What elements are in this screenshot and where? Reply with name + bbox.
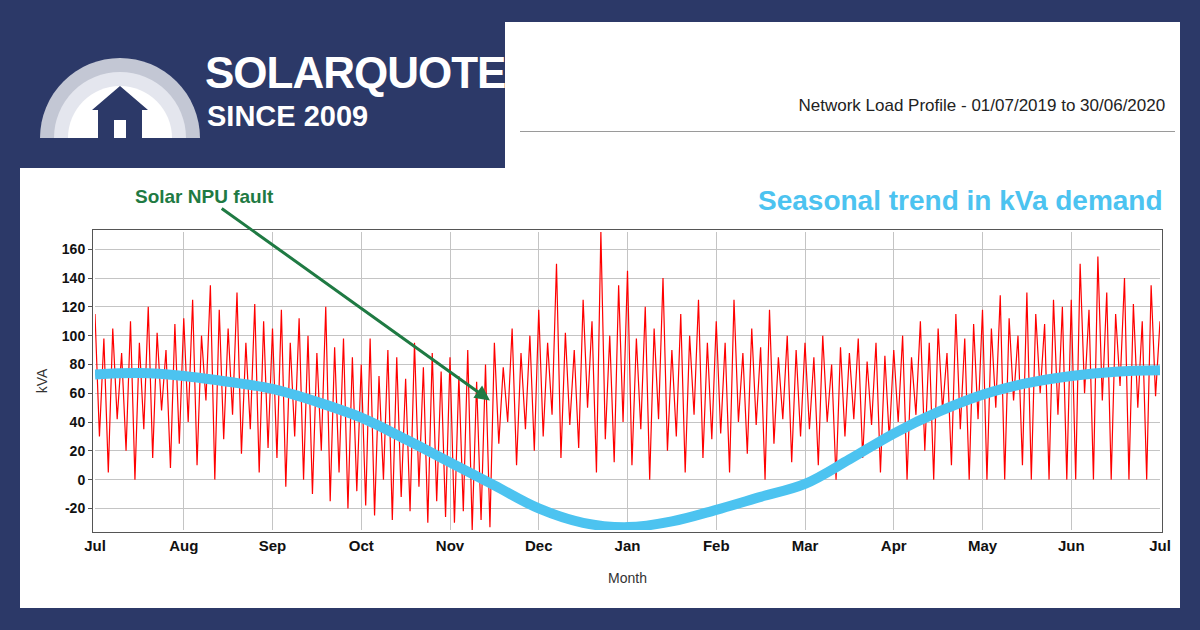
svg-text:140: 140 — [62, 270, 86, 286]
svg-text:40: 40 — [70, 414, 86, 430]
svg-text:Jul: Jul — [1149, 537, 1171, 554]
svg-text:Mar: Mar — [792, 537, 819, 554]
svg-text:100: 100 — [62, 328, 86, 344]
svg-text:Jan: Jan — [615, 537, 641, 554]
svg-text:Oct: Oct — [349, 537, 374, 554]
svg-text:May: May — [968, 537, 998, 554]
html-text:SINCE 2009: SINCE 2009 — [207, 100, 369, 132]
svg-text:Aug: Aug — [169, 537, 198, 554]
svg-text:Apr: Apr — [881, 537, 907, 554]
svg-text:80: 80 — [70, 356, 86, 372]
svg-text:-20: -20 — [65, 500, 85, 516]
svg-text:20: 20 — [70, 443, 86, 459]
svg-text:0: 0 — [77, 472, 85, 488]
svg-text:Network Load Profile - 01/07/2: Network Load Profile - 01/07/2019 to 30/… — [798, 96, 1165, 115]
svg-text:Nov: Nov — [436, 537, 465, 554]
svg-text:kVA: kVA — [34, 368, 50, 393]
svg-text:120: 120 — [62, 299, 86, 315]
svg-text:Sep: Sep — [259, 537, 287, 554]
svg-text:Dec: Dec — [525, 537, 553, 554]
svg-text:Seasonal trend in kVa demand: Seasonal trend in kVa demand — [758, 185, 1163, 216]
html-text:SOLARQUOTES®: SOLARQUOTES® — [205, 48, 566, 97]
svg-text:Jul: Jul — [84, 537, 106, 554]
svg-text:60: 60 — [70, 385, 86, 401]
svg-text:Solar NPU fault: Solar NPU fault — [135, 186, 274, 207]
svg-text:160: 160 — [62, 241, 86, 257]
svg-text:Jun: Jun — [1058, 537, 1085, 554]
svg-text:Month: Month — [608, 570, 647, 586]
svg-text:Feb: Feb — [703, 537, 730, 554]
